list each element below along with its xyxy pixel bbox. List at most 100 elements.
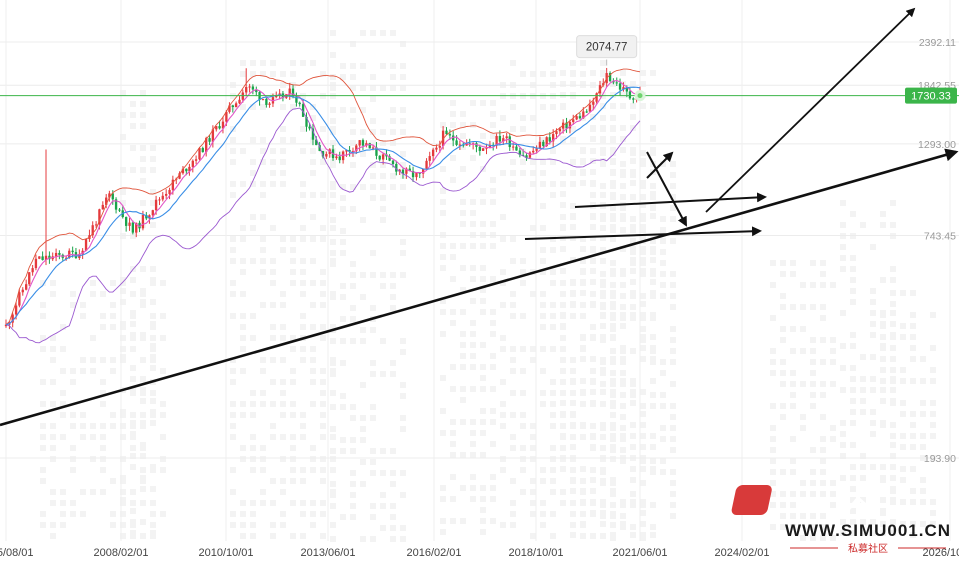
background-block	[320, 324, 326, 330]
background-block	[70, 291, 76, 297]
background-block	[370, 415, 376, 421]
background-block	[230, 401, 236, 407]
moving-average-short-line	[5, 80, 641, 326]
background-block	[770, 502, 776, 508]
background-block	[330, 503, 336, 509]
background-block	[250, 313, 256, 319]
background-block	[120, 423, 126, 429]
background-block	[580, 180, 586, 186]
background-block	[650, 524, 656, 530]
background-block	[270, 71, 276, 77]
background-block	[270, 258, 276, 264]
background-block	[640, 260, 646, 266]
background-block	[300, 258, 306, 264]
background-block	[610, 235, 616, 241]
background-block	[630, 304, 636, 310]
background-block	[640, 458, 646, 464]
candle-body	[505, 136, 508, 139]
background-block	[310, 192, 316, 198]
background-block	[270, 335, 276, 341]
background-block	[860, 475, 866, 481]
background-block	[400, 536, 406, 542]
background-block	[880, 222, 886, 228]
background-block	[610, 456, 616, 462]
background-block	[400, 349, 406, 355]
y-tick-label: 1293.00	[918, 139, 956, 151]
background-block	[320, 467, 326, 473]
candle-body	[291, 88, 295, 97]
background-block	[550, 280, 556, 286]
background-block	[920, 400, 926, 406]
background-block	[540, 291, 546, 297]
candle-body	[592, 101, 595, 105]
background-block	[360, 184, 366, 190]
watermark-url: WWW.SIMU001.CN	[785, 521, 951, 540]
background-block	[580, 279, 586, 285]
background-block	[600, 125, 606, 131]
background-block	[250, 214, 256, 220]
background-block	[250, 412, 256, 418]
background-block	[570, 181, 576, 187]
background-block	[100, 456, 106, 462]
background-block	[130, 291, 136, 297]
background-block	[540, 522, 546, 528]
candle-body	[168, 189, 171, 194]
background-block	[600, 216, 606, 222]
background-block	[610, 125, 616, 131]
background-block	[260, 148, 266, 154]
background-block	[780, 293, 786, 299]
background-block	[510, 500, 516, 506]
background-block	[810, 260, 816, 266]
background-block	[140, 475, 146, 481]
candle-body	[308, 126, 311, 129]
background-block	[630, 466, 636, 472]
background-block	[770, 447, 776, 453]
background-block	[390, 448, 396, 454]
background-block	[620, 172, 626, 178]
background-block	[510, 511, 516, 517]
candle-body	[208, 138, 211, 142]
background-block	[550, 489, 556, 495]
background-block	[450, 386, 456, 392]
background-block	[650, 315, 656, 321]
background-block	[610, 293, 616, 299]
background-block	[910, 422, 916, 428]
background-block	[770, 315, 776, 321]
background-block	[850, 387, 856, 393]
background-block	[540, 511, 546, 517]
background-block	[100, 390, 106, 396]
background-block	[280, 489, 286, 495]
background-block	[280, 357, 286, 363]
background-block	[110, 357, 116, 363]
background-block	[660, 392, 666, 398]
background-block	[310, 214, 316, 220]
background-block	[440, 166, 446, 172]
background-block	[810, 491, 816, 497]
background-block	[250, 467, 256, 473]
background-block	[630, 114, 636, 120]
background-block	[650, 532, 656, 538]
background-block	[880, 530, 886, 536]
background-block	[460, 419, 466, 425]
candle-body	[618, 83, 622, 90]
background-block	[530, 533, 536, 539]
background-block	[640, 422, 646, 428]
background-block	[500, 412, 506, 418]
background-block	[820, 315, 826, 321]
background-block	[650, 348, 656, 354]
background-block	[460, 485, 466, 491]
background-block	[870, 332, 876, 338]
background-block	[850, 398, 856, 404]
candle-body	[158, 199, 161, 201]
background-block	[640, 480, 646, 486]
background-block	[230, 192, 236, 198]
background-block	[310, 159, 316, 165]
background-block	[810, 381, 816, 387]
background-block	[120, 189, 126, 195]
y-tick-label: 2392.11	[919, 37, 956, 49]
background-block	[120, 434, 126, 440]
background-block	[860, 398, 866, 404]
background-block	[250, 456, 256, 462]
background-block	[850, 299, 856, 305]
candle-body	[488, 144, 492, 148]
